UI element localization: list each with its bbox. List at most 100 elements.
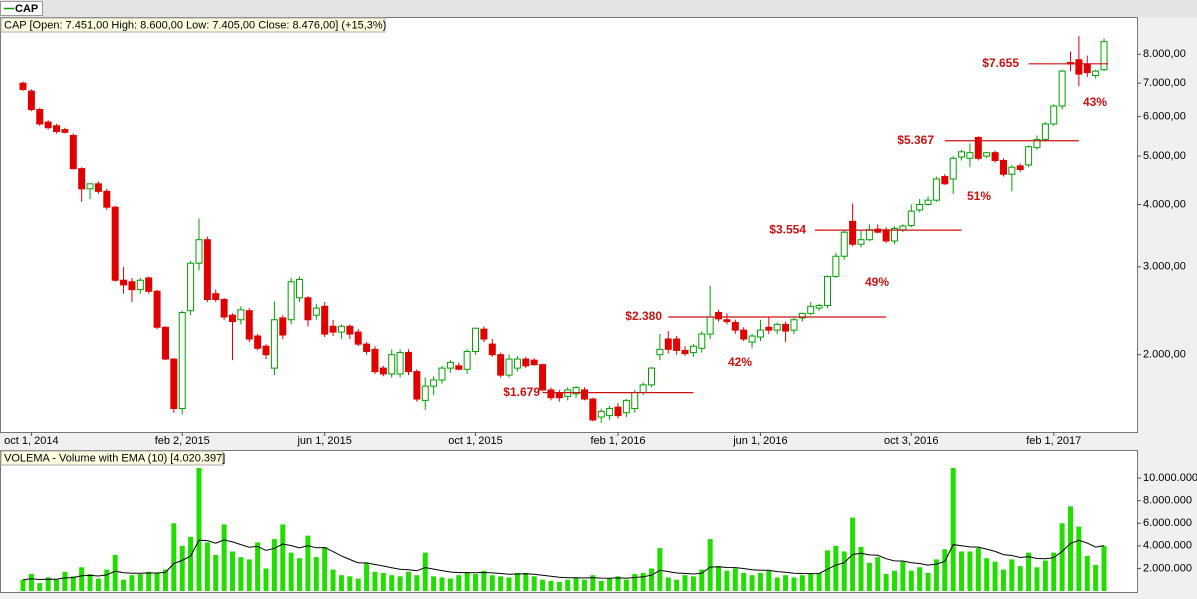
candle-body xyxy=(547,389,555,399)
candle-body xyxy=(136,279,144,291)
volume-bar xyxy=(531,576,537,591)
candle-body xyxy=(229,314,236,323)
candle-body xyxy=(44,121,52,129)
volume-bar xyxy=(791,577,797,591)
volume-bar xyxy=(45,577,51,591)
candle-body xyxy=(790,319,798,331)
candle-body xyxy=(120,279,128,286)
volume-bar xyxy=(154,572,160,591)
candle-body xyxy=(1058,70,1066,107)
volume-bar xyxy=(1076,526,1082,591)
info-text: CAP [Open: 7.451,00 High: 8.600,00 Low: … xyxy=(4,19,386,31)
volume-bar xyxy=(841,551,847,591)
volume-bar xyxy=(1017,566,1023,591)
candle-body xyxy=(312,307,320,316)
candle-body xyxy=(1092,70,1100,77)
candle-body xyxy=(337,325,345,333)
volume-bar xyxy=(28,574,34,591)
volume-bar xyxy=(523,572,529,591)
volume-bar xyxy=(330,569,336,591)
volume-bar xyxy=(464,572,470,591)
volume-bar xyxy=(112,554,118,591)
volume-bar xyxy=(598,580,604,591)
volume-title: VOLEMA - Volume with EMA (10) [4.020.397… xyxy=(4,452,225,464)
volume-bar xyxy=(1059,523,1065,591)
percent-label: 51% xyxy=(967,189,991,203)
volume-bar xyxy=(364,562,370,591)
candle-body xyxy=(815,304,823,309)
candle-body xyxy=(1033,138,1041,149)
candle-body xyxy=(664,338,672,350)
candle-body xyxy=(983,152,991,157)
x-tick-label: feb 1, 2016 xyxy=(590,435,645,447)
volume-bar xyxy=(757,572,763,591)
volume-bar xyxy=(925,572,931,591)
x-tick-label: oct 1, 2015 xyxy=(448,435,502,447)
volume-bar xyxy=(188,536,194,591)
volume-bar xyxy=(1042,560,1048,591)
candle-body xyxy=(1025,146,1033,166)
candle-body xyxy=(472,327,480,352)
percent-label: 49% xyxy=(865,275,889,289)
volume-bar xyxy=(179,545,185,591)
volume-bar xyxy=(37,583,43,591)
candle-body xyxy=(346,325,354,335)
candle-body xyxy=(187,262,195,312)
candle-body xyxy=(86,183,94,190)
y-tick-label: 4.000,00 xyxy=(1143,198,1186,210)
candle-body xyxy=(622,399,630,414)
plot-layer: 2.000,00 3.000,00 4.000,00 5.000,00 6.000,00… xyxy=(4,36,1197,591)
candle-body xyxy=(580,389,588,400)
candle-body xyxy=(463,350,471,370)
candle-body xyxy=(639,384,647,393)
volume-bar xyxy=(322,546,328,591)
candle-body xyxy=(1100,41,1108,71)
y-tick-label: 10.000.000 xyxy=(1143,472,1197,484)
candle-body xyxy=(723,319,731,323)
candle-body xyxy=(999,159,1007,175)
candle-body xyxy=(731,322,739,331)
candle-body xyxy=(991,152,999,161)
candle-body xyxy=(773,323,781,331)
volume-bar xyxy=(1093,565,1099,591)
volume-bar xyxy=(732,568,738,591)
candle-body xyxy=(237,309,245,321)
volume-bar xyxy=(724,570,730,591)
volume-bar xyxy=(799,575,805,591)
y-tick-label: 2.000.000 xyxy=(1143,562,1192,574)
candle-body xyxy=(413,371,421,400)
volume-bar xyxy=(405,571,411,591)
candle-body xyxy=(539,364,547,391)
volume-bar xyxy=(162,569,168,591)
volume-bar xyxy=(892,570,898,591)
candle-body xyxy=(882,229,890,242)
toolbar xyxy=(0,0,1197,17)
volume-bar xyxy=(380,572,386,591)
volume-bar xyxy=(439,577,445,591)
volume-bar xyxy=(1034,567,1040,591)
candle-body xyxy=(899,225,907,231)
candle-body xyxy=(195,239,203,264)
volume-bar xyxy=(422,552,428,591)
candle-body xyxy=(857,239,865,245)
volume-bar xyxy=(917,567,923,591)
volume-bar xyxy=(573,577,579,591)
volume-bar xyxy=(900,561,906,591)
candle-body xyxy=(421,385,429,401)
legend-box[interactable] xyxy=(0,1,43,16)
candle-body xyxy=(446,361,454,369)
candle-body xyxy=(807,305,815,314)
candle-body xyxy=(689,345,697,354)
candle-body xyxy=(949,157,957,180)
candle-body xyxy=(488,343,496,356)
candle-body xyxy=(916,203,924,211)
candle-body xyxy=(203,239,211,301)
volume-bar xyxy=(355,578,361,591)
candle-body xyxy=(522,358,530,367)
candle-body xyxy=(823,275,831,306)
volume-bar xyxy=(967,551,973,591)
volume-bar xyxy=(1084,556,1090,591)
candle-body xyxy=(572,386,580,395)
x-tick-label: jun 1, 2016 xyxy=(732,435,787,447)
